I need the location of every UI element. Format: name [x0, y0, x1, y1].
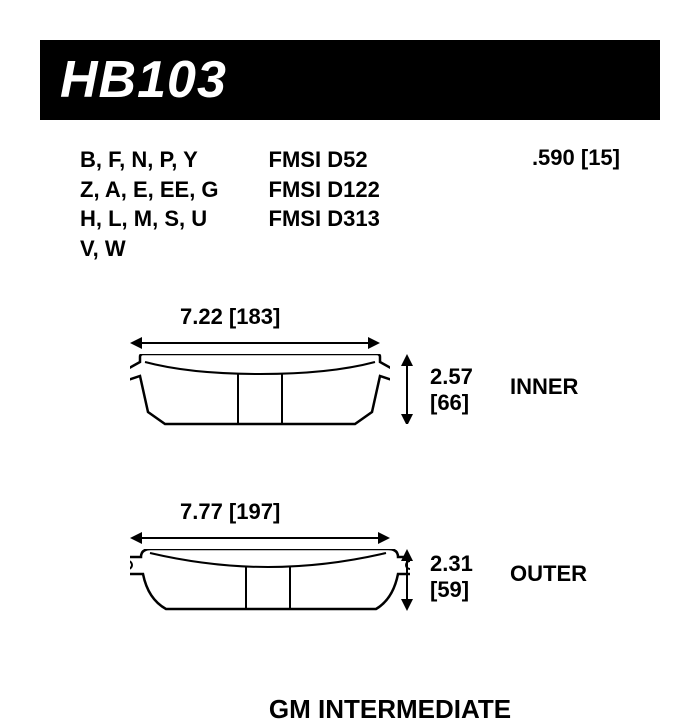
- inner-width-arrow: [130, 336, 380, 350]
- outer-pad-section: 7.77 [197] 2.31 [59]: [130, 499, 650, 649]
- inner-width-dim: 7.22 [183]: [180, 304, 280, 330]
- codes-line: Z, A, E, EE, G: [80, 175, 219, 205]
- inner-pad-section: 7.22 [183] 2.57 [66] IN: [130, 304, 650, 454]
- diagrams-area: 7.22 [183] 2.57 [66] IN: [50, 304, 650, 725]
- outer-pad-shape: [130, 549, 410, 621]
- footer-label: GM INTERMEDIATE: [130, 694, 650, 725]
- thickness-value: .590 [15]: [532, 145, 620, 264]
- part-number: HB103: [60, 50, 640, 110]
- outer-height-dim: 2.31 [59]: [430, 551, 473, 604]
- header-bar: HB103: [40, 40, 660, 120]
- inner-label: INNER: [510, 374, 578, 400]
- inner-height-dim: 2.57 [66]: [430, 364, 473, 417]
- inner-height-arrow: [400, 354, 414, 424]
- codes-line: V, W: [80, 234, 219, 264]
- outer-label: OUTER: [510, 561, 587, 587]
- inner-height-mm: [66]: [430, 390, 473, 416]
- compound-codes: B, F, N, P, Y Z, A, E, EE, G H, L, M, S,…: [80, 145, 219, 264]
- codes-line: H, L, M, S, U: [80, 204, 219, 234]
- fmsi-line: FMSI D52: [269, 145, 380, 175]
- outer-height-arrow: [400, 549, 414, 619]
- inner-pad-shape: [130, 354, 390, 432]
- outer-height-in: 2.31: [430, 551, 473, 577]
- outer-width-arrow: [130, 531, 390, 545]
- fmsi-line: FMSI D313: [269, 204, 380, 234]
- codes-line: B, F, N, P, Y: [80, 145, 219, 175]
- inner-height-in: 2.57: [430, 364, 473, 390]
- info-row: B, F, N, P, Y Z, A, E, EE, G H, L, M, S,…: [50, 145, 650, 264]
- outer-width-dim: 7.77 [197]: [180, 499, 280, 525]
- fmsi-codes: FMSI D52 FMSI D122 FMSI D313: [269, 145, 380, 264]
- outer-height-mm: [59]: [430, 577, 473, 603]
- fmsi-line: FMSI D122: [269, 175, 380, 205]
